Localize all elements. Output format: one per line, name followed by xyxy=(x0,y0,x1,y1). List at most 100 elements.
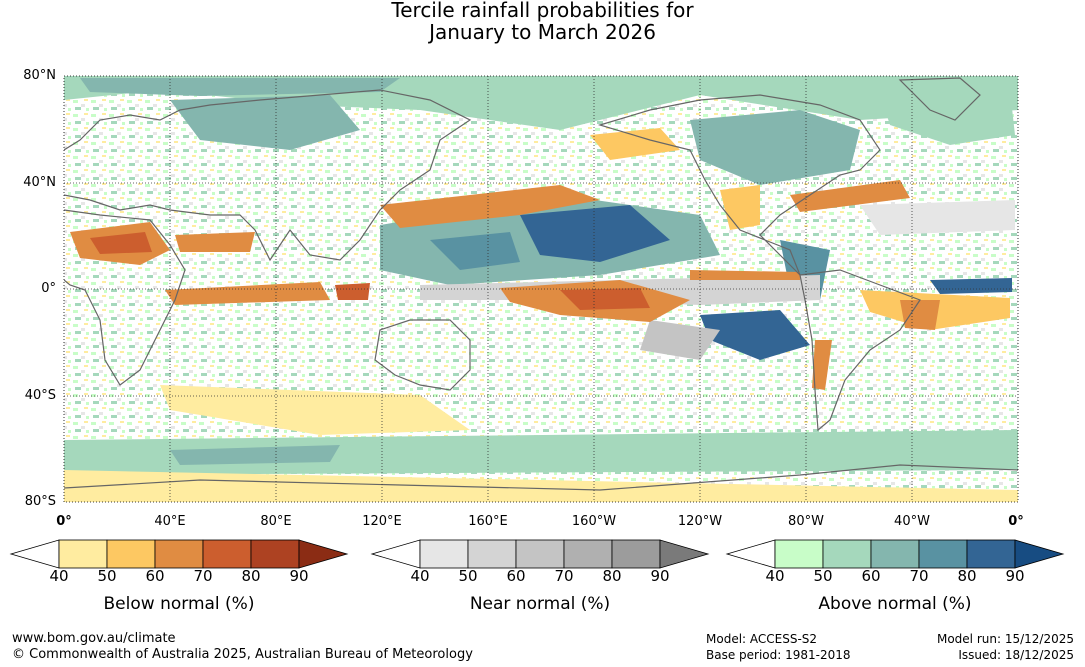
above-tick-40: 40 xyxy=(765,567,785,585)
near-normal-caption: Near normal (%) xyxy=(469,594,611,614)
footer-issued: Issued: 18/12/2025 xyxy=(958,648,1074,662)
footer-website: www.bom.gov.au/climate xyxy=(12,631,176,646)
below-normal-east-equatorial-pacific xyxy=(690,270,800,280)
above-normal-maritime xyxy=(430,232,520,270)
above-colorbar-segment-40 xyxy=(774,539,824,569)
below-colorbar-low-triangle xyxy=(9,539,60,569)
below-normal-caption: Below normal (%) xyxy=(103,594,255,614)
coast-australia xyxy=(374,319,471,391)
lat-label-40n: 40°N xyxy=(23,175,56,190)
below-normal-indonesia xyxy=(335,283,370,300)
footer-model-run: Model run: 15/12/2025 xyxy=(936,632,1074,646)
below-colorbar-segment-60 xyxy=(154,539,204,569)
lat-label-0: 0° xyxy=(41,281,56,296)
footer-base-period: Base period: 1981-2018 xyxy=(706,648,851,662)
map-title-line2: January to March 2026 xyxy=(429,20,656,44)
map-title-line1: Tercile rainfall probabilities for xyxy=(391,0,694,22)
above-colorbar-segment-70 xyxy=(918,539,968,569)
graticule xyxy=(64,76,1018,502)
above-normal-southern-ocean-core xyxy=(170,445,340,465)
near-normal-atlantic xyxy=(860,200,1015,235)
above-normal-arctic-band xyxy=(80,78,400,96)
above-tick-80: 80 xyxy=(957,567,977,585)
below-normal-brazil-core xyxy=(900,300,940,330)
coast-greenland xyxy=(898,77,981,121)
map-frame xyxy=(63,75,1019,503)
lon-label-40e: 40°E xyxy=(154,514,186,529)
above-normal-west-pacific-core xyxy=(520,205,670,262)
below-normal-arabia-core xyxy=(90,232,152,254)
footer-model: Model: ACCESS-S2 xyxy=(706,632,818,646)
above-tick-70: 70 xyxy=(909,567,929,585)
lat-label-40s: 40°S xyxy=(24,388,56,403)
near-tick-80: 80 xyxy=(602,567,622,585)
near-tick-40: 40 xyxy=(410,567,430,585)
lon-label-120w: 120°W xyxy=(677,514,723,529)
above-tick-60: 60 xyxy=(861,567,881,585)
near-tick-90: 90 xyxy=(650,567,670,585)
lon-label-80e: 80°E xyxy=(260,514,292,529)
above-colorbar-low-triangle xyxy=(725,539,776,569)
above-normal-caption: Above normal (%) xyxy=(818,594,972,614)
below-colorbar-segment-50 xyxy=(106,539,156,569)
above-colorbar-high-triangle xyxy=(1014,539,1065,569)
below-normal-india xyxy=(175,232,255,252)
below-tick-40: 40 xyxy=(49,567,69,585)
above-normal-southern-ocean xyxy=(64,430,1018,475)
below-normal-indian-ocean xyxy=(165,282,330,305)
footer-copyright: © Commonwealth of Australia 2025, Austra… xyxy=(12,647,473,662)
below-normal-alaska xyxy=(590,128,680,160)
coast-antarctica xyxy=(64,464,1018,491)
below-normal-us-south xyxy=(720,185,760,230)
below-tick-90: 90 xyxy=(289,567,309,585)
lon-label-40w: 40°W xyxy=(894,514,930,529)
lon-label-0-east: 0° xyxy=(1008,514,1024,529)
below-tick-70: 70 xyxy=(193,567,213,585)
below-colorbar-high-triangle xyxy=(298,539,349,569)
below-colorbar-segment-80 xyxy=(250,539,300,569)
lon-label-0-west: 0° xyxy=(56,514,72,529)
below-colorbar-segment-70 xyxy=(202,539,252,569)
coastlines xyxy=(64,77,1018,491)
below-normal-central-pacific-core xyxy=(560,288,650,310)
near-colorbar-segment-40 xyxy=(419,539,469,569)
below-normal-south-indian-ocean xyxy=(160,385,470,435)
below-tick-60: 60 xyxy=(145,567,165,585)
lon-label-160w: 160°W xyxy=(571,514,617,529)
below-normal-south-atlantic xyxy=(64,470,1018,502)
below-tick-50: 50 xyxy=(97,567,117,585)
coast-africa xyxy=(64,209,186,386)
near-colorbar-segment-70 xyxy=(563,539,613,569)
lon-label-80w: 80°W xyxy=(788,514,824,529)
coast-europe-asia xyxy=(64,89,472,262)
below-normal-gulf-stream xyxy=(790,180,910,212)
above-colorbar-segment-60 xyxy=(870,539,920,569)
lat-label-80n: 80°N xyxy=(23,68,56,83)
near-colorbar-high-triangle xyxy=(659,539,710,569)
above-tick-50: 50 xyxy=(813,567,833,585)
lat-label-80s: 80°S xyxy=(24,494,56,509)
below-normal-chile xyxy=(812,340,832,390)
below-colorbar-segment-40 xyxy=(58,539,108,569)
above-normal-south-pacific xyxy=(700,310,810,360)
coast-north-america xyxy=(597,94,881,276)
near-colorbar-low-triangle xyxy=(370,539,421,569)
near-colorbar-segment-80 xyxy=(611,539,661,569)
below-normal-north-pacific-band xyxy=(380,185,600,228)
near-tick-60: 60 xyxy=(506,567,526,585)
lon-label-160e: 160°E xyxy=(468,514,508,529)
above-normal-north-america xyxy=(690,110,860,185)
legend-colorbars xyxy=(9,539,1065,569)
coast-south-america xyxy=(799,269,921,432)
near-tick-50: 50 xyxy=(458,567,478,585)
above-normal-equatorial-atlantic xyxy=(930,278,1012,294)
above-colorbar-segment-80 xyxy=(966,539,1016,569)
above-colorbar-segment-50 xyxy=(822,539,872,569)
below-tick-80: 80 xyxy=(241,567,261,585)
above-normal-siberia xyxy=(170,95,360,150)
near-colorbar-segment-60 xyxy=(515,539,565,569)
near-colorbar-segment-50 xyxy=(467,539,517,569)
lon-label-120e: 120°E xyxy=(362,514,402,529)
near-tick-70: 70 xyxy=(554,567,574,585)
